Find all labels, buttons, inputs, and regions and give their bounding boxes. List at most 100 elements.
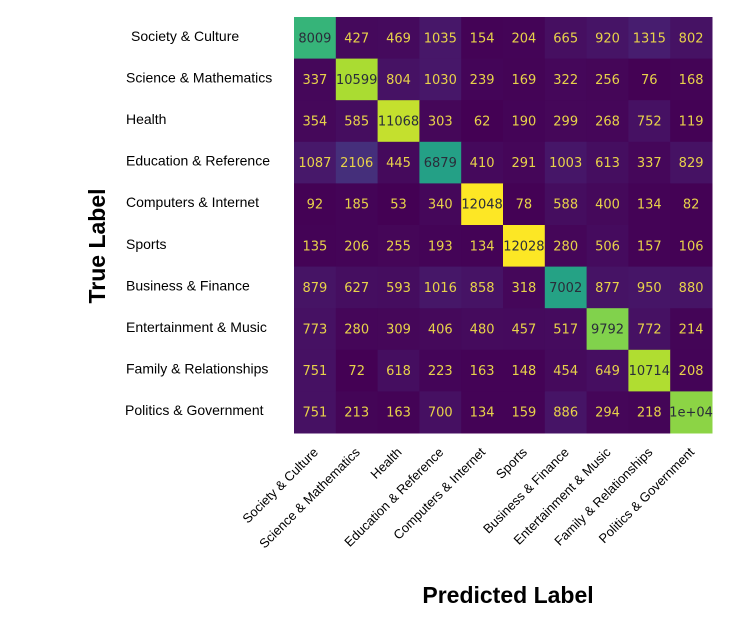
cell-value-label: 1030 (424, 73, 457, 88)
cell-value-label: 280 (553, 239, 578, 254)
heatmap-cell (670, 183, 713, 226)
heatmap-cell (544, 391, 588, 434)
cell-value-label: 457 (511, 323, 536, 338)
cell-value-label: 950 (637, 281, 662, 296)
row-labels: Society & Culture Science & Mathematics He… (125, 28, 272, 418)
cell-value-label: 159 (511, 406, 536, 421)
heatmap-cell (670, 141, 713, 184)
cell-value-label: 1315 (633, 31, 666, 46)
heatmap-cell (670, 17, 713, 60)
cell-value-label: 309 (386, 323, 411, 338)
cell-value-label: 8009 (298, 31, 331, 46)
heatmap-cell (670, 100, 713, 143)
heatmap-cell (628, 225, 671, 268)
cell-value-label: 92 (307, 198, 324, 213)
cell-value-label: 239 (470, 73, 495, 88)
cell-value-label: 1003 (549, 156, 582, 171)
heatmap-cell (419, 308, 462, 351)
heatmap-cell (586, 58, 629, 101)
cell-value-label: 751 (302, 406, 327, 421)
cell-value-label: 204 (511, 31, 536, 46)
cell-value-label: 406 (428, 323, 453, 338)
heatmap-cell (544, 225, 588, 268)
row-tick-label: Health (126, 111, 166, 127)
cell-value-label: 773 (302, 323, 327, 338)
heatmap-cells: 8009 427 469 1035 154 204 665 920 1315 802 337 1059… (294, 17, 713, 434)
cell-value-label: 134 (637, 198, 662, 213)
heatmap-cell (461, 225, 504, 268)
cell-value-label: 804 (386, 73, 411, 88)
cell-value-label: 208 (679, 364, 704, 379)
cell-value-label: 12028 (503, 239, 544, 254)
heatmap-cell (628, 349, 671, 392)
row-tick-label: Education & Reference (126, 153, 270, 169)
cell-value-label: 148 (511, 364, 536, 379)
row-tick-label: Family & Relationships (126, 361, 268, 377)
cell-value-label: 213 (344, 406, 369, 421)
row-tick-label: Entertainment & Music (126, 319, 267, 335)
heatmap-cell (461, 349, 504, 392)
heatmap-cell (461, 391, 504, 434)
cell-value-label: 134 (470, 406, 495, 421)
heatmap-cell (335, 141, 379, 184)
heatmap-cell (335, 266, 379, 309)
heatmap-cell (628, 100, 671, 143)
cell-value-label: 78 (516, 198, 533, 213)
cell-value-label: 772 (637, 323, 662, 338)
x-axis-title: Predicted Label (422, 582, 593, 608)
row-tick-label: Society & Culture (131, 28, 239, 44)
cell-value-label: 400 (595, 198, 620, 213)
heatmap-cell (419, 266, 462, 309)
cell-value-label: 168 (679, 73, 704, 88)
cell-value-label: 223 (428, 364, 453, 379)
cell-value-label: 7002 (549, 281, 582, 296)
heatmap-cell (377, 225, 420, 268)
heatmap-cell (419, 58, 462, 101)
cell-value-label: 268 (595, 115, 620, 130)
cell-value-label: 920 (595, 31, 620, 46)
cell-value-label: 12048 (461, 198, 502, 213)
cell-value-label: 291 (511, 156, 536, 171)
cell-value-label: 119 (679, 115, 704, 130)
heatmap-cell (586, 141, 629, 184)
cell-value-label: 76 (641, 73, 658, 88)
cell-value-label: 214 (679, 323, 704, 338)
heatmap-cell (544, 100, 588, 143)
heatmap-cell (586, 349, 629, 392)
heatmap-cell (335, 308, 379, 351)
heatmap-cell (335, 100, 379, 143)
cell-value-label: 190 (511, 115, 536, 130)
heatmap-cell (544, 141, 588, 184)
heatmap-cell (503, 266, 546, 309)
cell-value-label: 593 (386, 281, 411, 296)
heatmap-cell (503, 391, 546, 434)
cell-value-label: 649 (595, 364, 620, 379)
row-tick-label: Sports (126, 236, 166, 252)
cell-value-label: 354 (302, 115, 327, 130)
heatmap-cell (294, 266, 337, 309)
heatmap-cell (670, 391, 713, 434)
heatmap-cell (503, 141, 546, 184)
cell-value-label: 11068 (378, 115, 419, 130)
column-tick-label: Society & Culture (239, 445, 321, 527)
cell-value-label: 665 (553, 31, 578, 46)
heatmap-cell (419, 183, 462, 226)
heatmap-cell (294, 17, 337, 60)
heatmap-cell (544, 58, 588, 101)
heatmap-cell (419, 141, 462, 184)
heatmap-cell (377, 141, 420, 184)
heatmap-cell (461, 17, 504, 60)
heatmap-cell (377, 349, 420, 392)
row-tick-label: Science & Mathematics (126, 69, 272, 85)
heatmap-cell (503, 225, 546, 268)
heatmap-cell (335, 391, 379, 434)
heatmap-cell (503, 58, 546, 101)
heatmap-cell (335, 225, 379, 268)
cell-value-label: 469 (386, 31, 411, 46)
heatmap-cell (670, 58, 713, 101)
cell-value-label: 163 (470, 364, 495, 379)
cell-value-label: 337 (302, 73, 327, 88)
cell-value-label: 206 (344, 239, 369, 254)
cell-value-label: 154 (470, 31, 495, 46)
heatmap-cell (628, 17, 671, 60)
